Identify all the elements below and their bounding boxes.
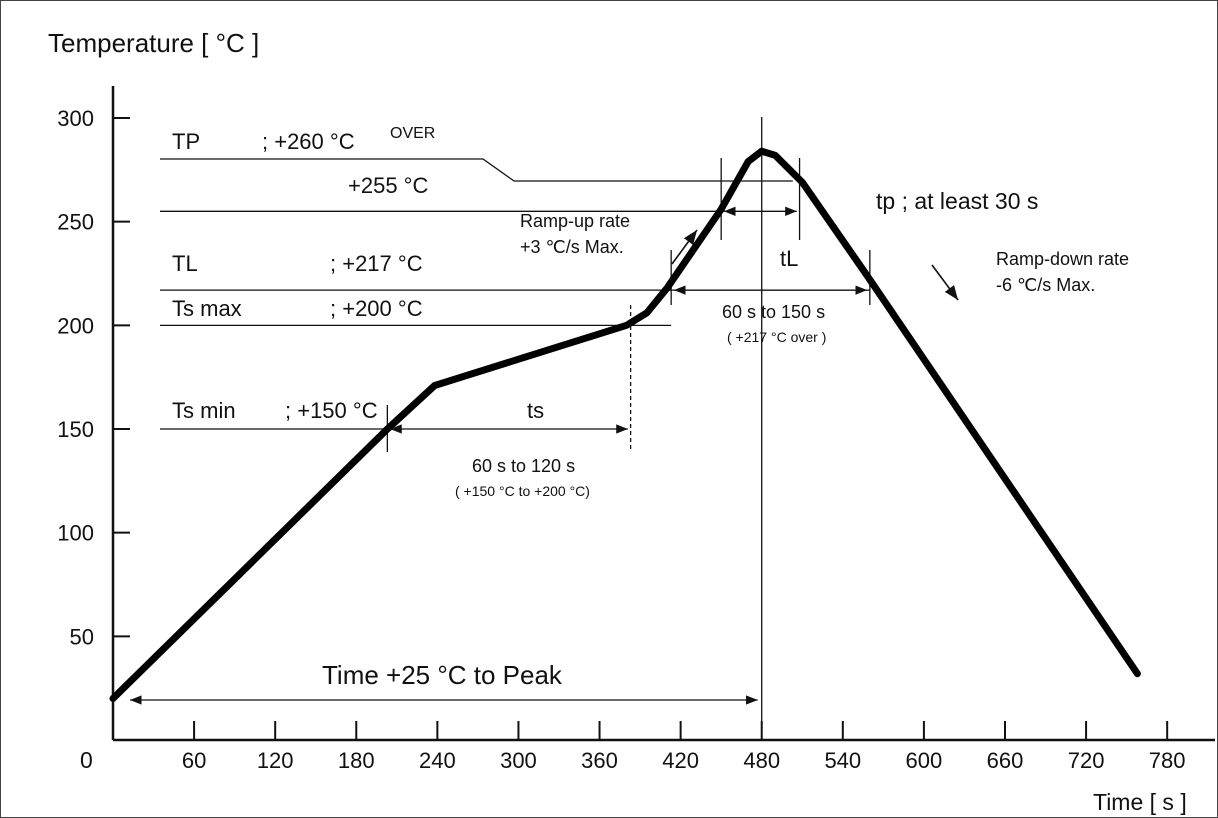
ramp-down-line-1: Ramp-down rate [996,249,1129,269]
tsmax-value: ; +200 °C [330,296,423,321]
x-tick-label: 540 [824,748,861,773]
x-tick-label: 780 [1149,748,1186,773]
temperature-profile-line [109,147,1141,702]
ramp-up-arrow [671,229,698,265]
y-tick-label: 150 [57,417,94,442]
tl-duration-label: tL [780,246,798,271]
x-tick-label: 180 [338,748,375,773]
series-layer [109,147,1141,702]
x-axis-title: Time [ s ] [1093,789,1187,815]
ramp-up-line-1: Ramp-up rate [520,211,630,231]
y-tick-label: 100 [57,521,94,546]
x-tick-label: 480 [743,748,780,773]
tsmin-value: ; +150 °C [285,398,378,423]
x-tick-label: 60 [182,748,206,773]
ramp-up-line-2: +3 ℃/s Max. [520,237,624,257]
y-tick-label: 250 [57,210,94,235]
ts-range-label: 60 s to 120 s [472,456,575,476]
y-tick-label: 300 [57,106,94,131]
origin-label: 0 [80,747,93,773]
tp-over-label: OVER [390,125,435,142]
x-tick-label: 660 [987,748,1024,773]
tl-note-label: ( +217 °C over ) [727,329,826,345]
x-tick-label: 240 [419,748,456,773]
x-tick-label: 120 [257,748,294,773]
tp-value: ; +260 °C [262,129,355,154]
tl-label: TL [172,251,198,276]
y-axis-title: Temperature [ °C ] [48,28,259,58]
tp-label: TP [172,129,200,154]
tp-reference-line [160,158,793,182]
y-tick-label: 200 [57,313,94,338]
t255-value: +255 °C [348,173,428,198]
x-tick-label: 720 [1068,748,1105,773]
reference-lines-layer [130,117,959,740]
ts-note-label: ( +150 °C to +200 °C) [455,483,590,499]
ts-duration-label: ts [527,398,544,423]
ramp-down-line-2: -6 ℃/s Max. [996,275,1095,295]
x-tick-label: 360 [581,748,618,773]
ramp-down-arrow [931,264,959,301]
tsmin-label: Ts min [172,398,236,423]
peak-time-label: Time +25 °C to Peak [322,660,563,690]
tp-duration-label: tp ; at least 30 s [876,188,1038,214]
tl-value: ; +217 °C [330,251,423,276]
x-tick-label: 600 [906,748,943,773]
axes-layer: 60 120 180 240 300 360 420 480 540 600 660 720 780 50… [57,86,1215,773]
x-tick-label: 300 [500,748,537,773]
x-tick-label: 420 [662,748,699,773]
y-tick-label: 50 [70,624,94,649]
tl-range-label: 60 s to 150 s [722,302,825,322]
tsmax-label: Ts max [172,296,242,321]
